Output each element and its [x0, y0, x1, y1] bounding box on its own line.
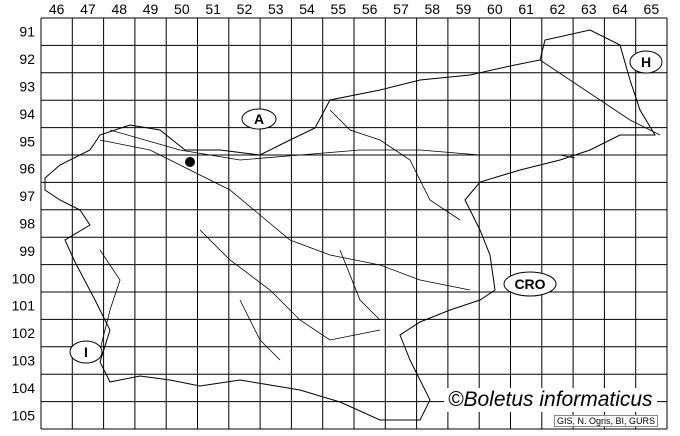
row-label: 104 [12, 380, 36, 396]
row-label: 92 [19, 51, 35, 67]
country-border [44, 29, 656, 421]
column-label: 46 [49, 1, 65, 17]
column-label: 51 [205, 1, 221, 17]
row-label: 94 [19, 106, 35, 122]
svg-text:CRO: CRO [514, 276, 545, 292]
column-label: 57 [393, 1, 409, 17]
column-label: 50 [174, 1, 190, 17]
column-label: 61 [518, 1, 534, 17]
column-label: 62 [550, 1, 566, 17]
Hungary-label: H [629, 50, 663, 74]
column-label: 60 [487, 1, 503, 17]
svg-text:H: H [641, 54, 651, 70]
copyright-text: ©Boletus informaticus [444, 388, 657, 412]
row-label: 93 [19, 79, 35, 95]
row-label: 95 [19, 133, 35, 149]
grid [40, 17, 668, 430]
row-label: 101 [12, 298, 36, 314]
column-label: 64 [612, 1, 628, 17]
row-label: 100 [12, 270, 36, 286]
column-label: 59 [456, 1, 472, 17]
column-label: 55 [331, 1, 347, 17]
column-label: 56 [362, 1, 378, 17]
row-label: 99 [19, 243, 35, 259]
row-label: 96 [19, 161, 35, 177]
column-label: 63 [581, 1, 597, 17]
region-labels: A H I CRO [69, 50, 663, 364]
row-label: 98 [19, 216, 35, 232]
Croatia-label: CRO [503, 271, 557, 297]
column-label: 48 [111, 1, 127, 17]
column-label: 54 [299, 1, 315, 17]
column-label: 47 [80, 1, 96, 17]
Italy-label: I [69, 340, 103, 364]
Austria-label: A [241, 108, 277, 130]
row-label: 102 [12, 325, 36, 341]
row-label: 97 [19, 188, 35, 204]
row-label: 91 [19, 24, 35, 40]
column-label: 65 [644, 1, 660, 17]
column-label: 49 [143, 1, 159, 17]
axis-labels: 46 47 48 49 50 51 52 53 54 55 56 57 58 59 60 61 62 63 64 65… [12, 1, 660, 423]
svg-text:A: A [254, 111, 264, 127]
column-label: 52 [237, 1, 253, 17]
row-label: 105 [12, 407, 36, 423]
column-label: 53 [268, 1, 284, 17]
rivers [99, 59, 661, 361]
credit-text: GIS, N. Ogris, BI, GURS [554, 415, 659, 427]
svg-text:I: I [84, 344, 88, 360]
column-label: 58 [424, 1, 440, 17]
record-dot[interactable] [185, 157, 195, 167]
row-label: 103 [12, 353, 36, 369]
